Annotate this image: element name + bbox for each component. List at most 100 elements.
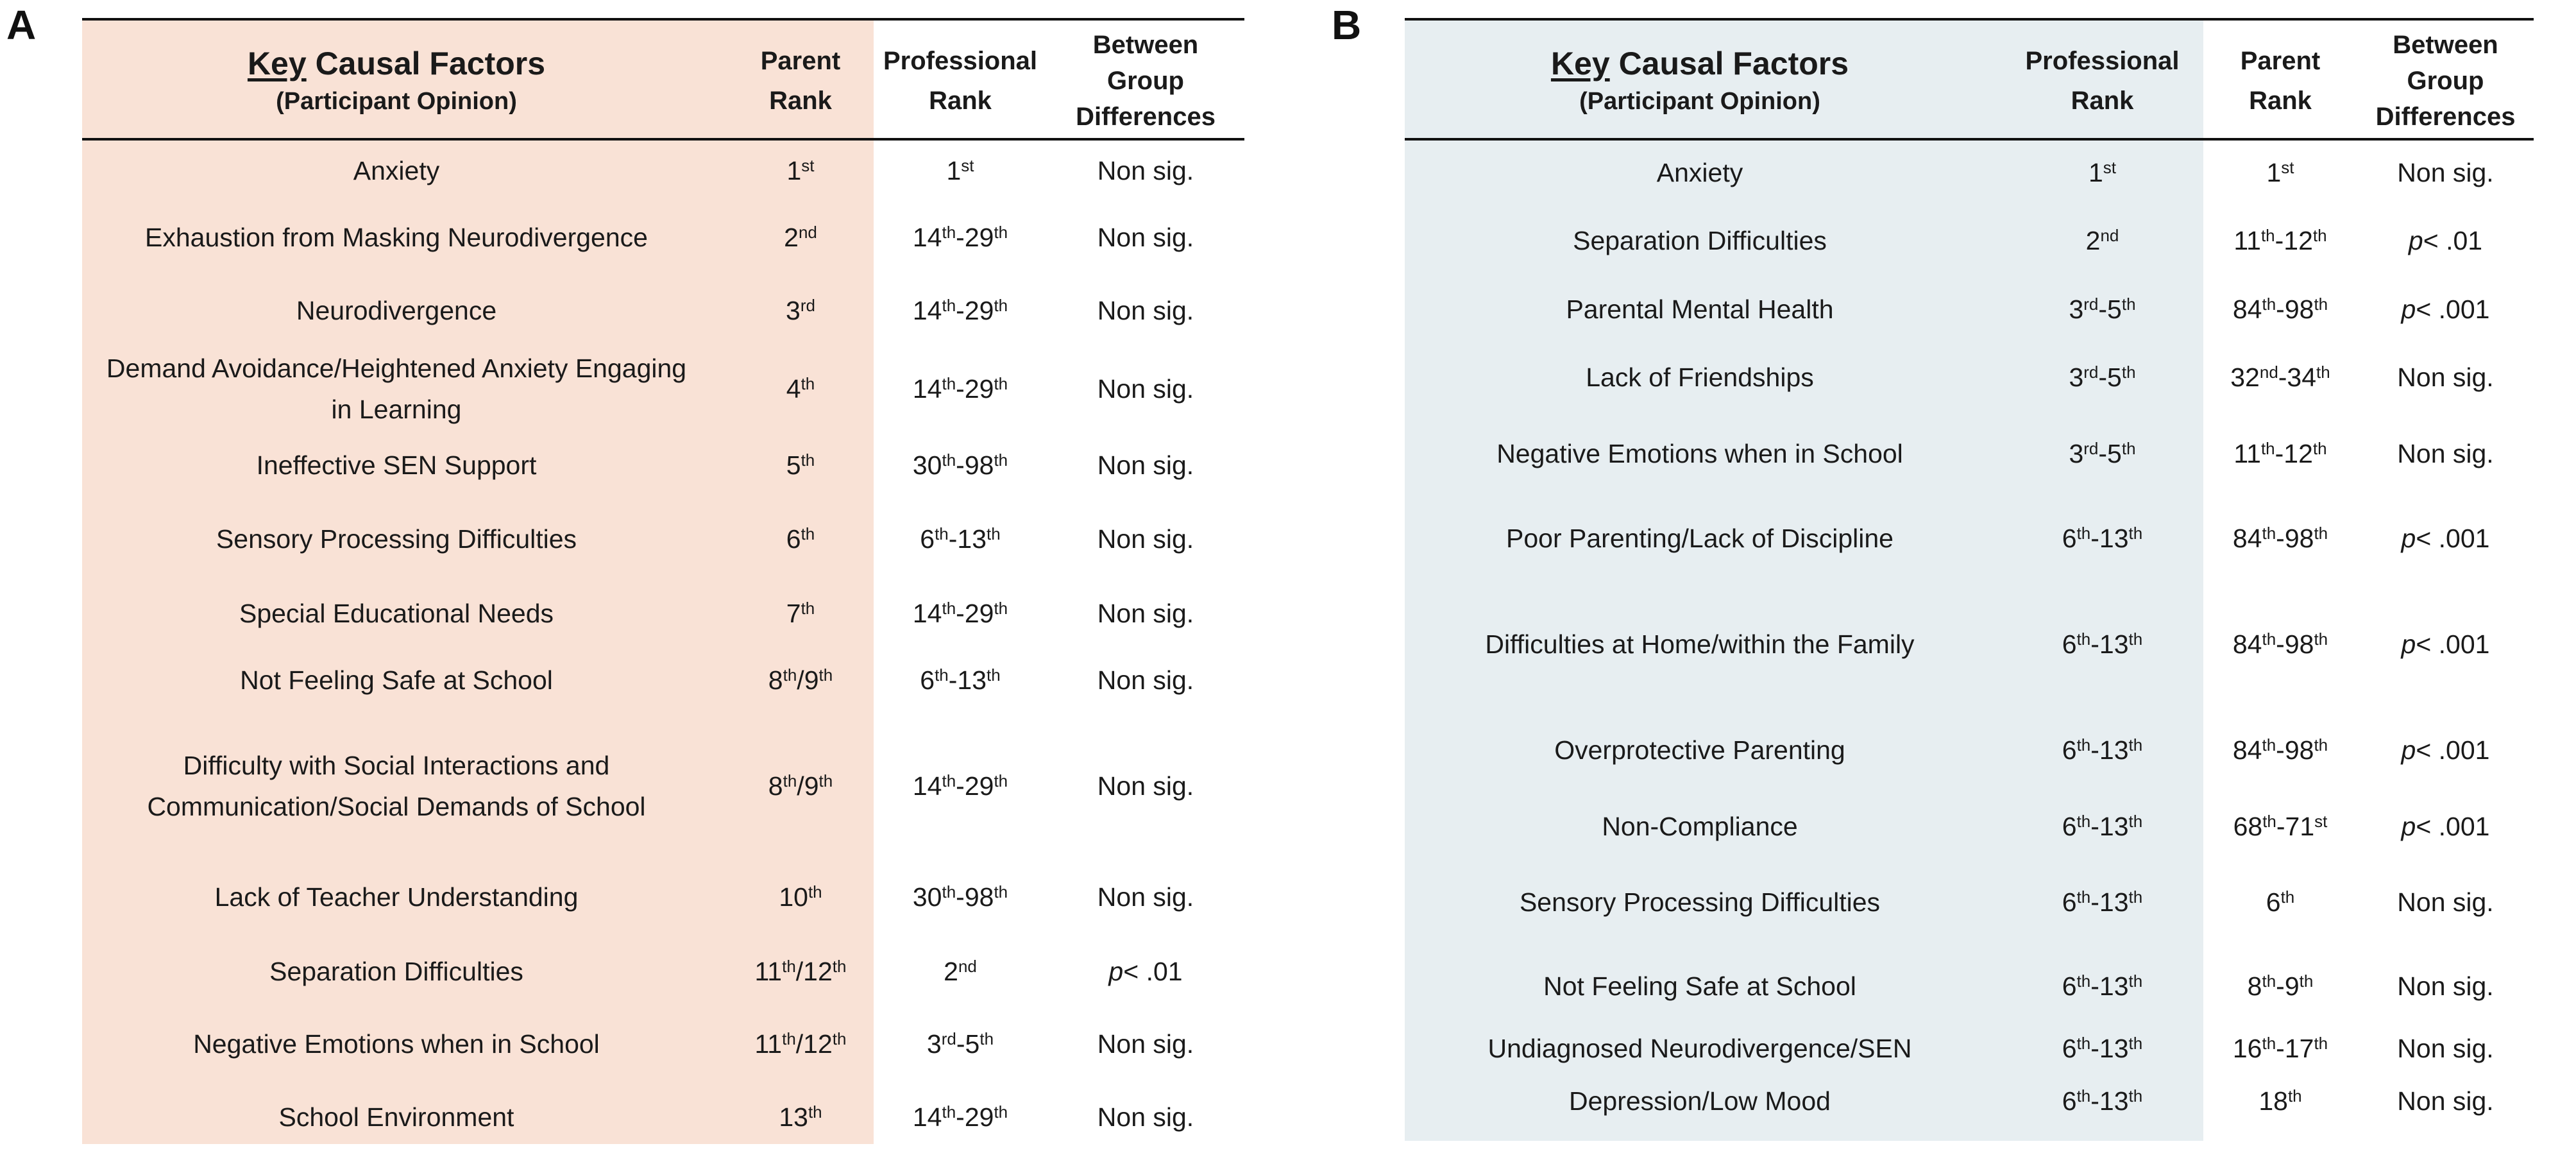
rank-suffix: th <box>783 665 797 685</box>
rank-number: -29 <box>956 599 994 628</box>
rank-suffix: th <box>2128 812 2143 831</box>
rank-suffix: th <box>832 957 847 976</box>
rank-suffix: th <box>2128 887 2143 907</box>
panel-a-header-key: Key <box>247 45 307 81</box>
p-symbol: p <box>2401 735 2416 765</box>
panel-b-row-6-difference: p < .001 <box>2357 493 2534 583</box>
panel-b-row-7-difference: p < .001 <box>2357 599 2534 689</box>
rank-number: 1 <box>2266 158 2282 187</box>
rank-suffix: th <box>2121 439 2136 458</box>
panel-a-row-13-difference: Non sig. <box>1097 1102 1194 1132</box>
rank-number: -13 <box>2090 629 2129 659</box>
rank-number: -98 <box>2276 735 2314 765</box>
rank-number: 32 <box>2230 363 2260 392</box>
rank-number: 6 <box>2062 524 2077 553</box>
rank-number: 14 <box>912 374 942 404</box>
rank-suffix: th <box>2314 629 2328 649</box>
rank-number: 84 <box>2232 629 2262 659</box>
panel-a-header-factor: Key Causal Factors (Participant Opinion) <box>82 24 711 137</box>
rank-number: 30 <box>912 450 942 480</box>
panel-a-row-12-difference: Non sig. <box>1097 1029 1194 1059</box>
rank-number: 1 <box>786 156 802 185</box>
panel-b-header-col3: Parent Rank <box>2203 24 2357 137</box>
panel-b-row-1-factor: Anxiety <box>1656 158 1743 187</box>
panel-a-header-col4-line3: Differences <box>1076 102 1216 131</box>
rank-suffix: th <box>2076 971 2091 991</box>
panel-b-row-7-factor: Difficulties at Home/within the Family <box>1485 629 1915 659</box>
rank-number: 84 <box>2232 735 2262 765</box>
rank-suffix: st <box>2103 158 2117 177</box>
panel-a-row-6-factor: Sensory Processing Difficulties <box>216 524 577 554</box>
panel-b-header-factor-sub: (Participant Opinion) <box>1579 87 1820 115</box>
rank-suffix: st <box>961 156 974 175</box>
rank-suffix: th <box>2314 1034 2328 1053</box>
rank-suffix: th <box>2076 1034 2091 1053</box>
rank-number: 16 <box>2232 1034 2262 1063</box>
rank-suffix: th <box>994 223 1008 242</box>
p-symbol: p <box>1108 957 1124 986</box>
rank-suffix: nd <box>2100 226 2119 245</box>
panel-b-row-12-difference: Non sig. <box>2397 1034 2494 1063</box>
panel-a-row-8-factor: Not Feeling Safe at School <box>240 665 553 695</box>
rank-suffix: th <box>782 1029 796 1048</box>
rank-number: 6 <box>2062 629 2077 659</box>
rank-number: 68 <box>2233 812 2263 841</box>
panel-a-header-col4-line1: Between <box>1092 30 1199 59</box>
rank-number: /12 <box>795 957 833 986</box>
rank-number: 2 <box>2085 226 2101 255</box>
rank-suffix: th <box>2262 295 2276 314</box>
rank-suffix: th <box>2262 524 2276 543</box>
rank-suffix: th <box>942 296 956 315</box>
rank-suffix: th <box>942 374 956 393</box>
panel-b-row-4-difference: Non sig. <box>2397 363 2494 392</box>
rank-suffix: st <box>2281 158 2294 177</box>
rank-suffix: th <box>2260 439 2275 458</box>
rank-suffix: th <box>2287 1086 2302 1106</box>
panel-a-header-col3-line2: Rank <box>929 86 992 115</box>
panel-a-header-col4-line2: Group <box>1107 66 1184 95</box>
rank-number: 11 <box>754 1029 783 1059</box>
panel-a-row-3-difference: Non sig. <box>1097 296 1194 325</box>
panel-b-header-col3-line1: Parent <box>2240 46 2321 75</box>
rank-number: -13 <box>2090 1086 2129 1116</box>
rank-suffix: rd <box>2083 363 2099 382</box>
rank-suffix: th <box>801 599 815 618</box>
rank-number: -12 <box>2275 439 2313 468</box>
rank-number: 8 <box>2247 971 2262 1001</box>
panel-a-row-5-factor: Ineffective SEN Support <box>256 450 537 480</box>
panel-a-row-8-difference: Non sig. <box>1097 665 1194 695</box>
rank-suffix: th <box>2314 295 2328 314</box>
rank-number: 3 <box>926 1029 942 1059</box>
rank-number: /9 <box>797 771 819 801</box>
panel-a-row-10-factor: Lack of Teacher Understanding <box>214 882 579 912</box>
rank-suffix: th <box>942 223 956 242</box>
panel-a-header-factor-sub: (Participant Opinion) <box>276 87 517 115</box>
rank-number: -29 <box>956 223 994 252</box>
panel-a-top-rule <box>82 18 1244 21</box>
rank-suffix: th <box>2262 812 2276 831</box>
rank-suffix: rd <box>800 296 815 315</box>
panel-a-header-col2-line1: Parent <box>760 46 841 75</box>
rank-suffix: th <box>994 296 1008 315</box>
rank-suffix: th <box>942 771 956 790</box>
